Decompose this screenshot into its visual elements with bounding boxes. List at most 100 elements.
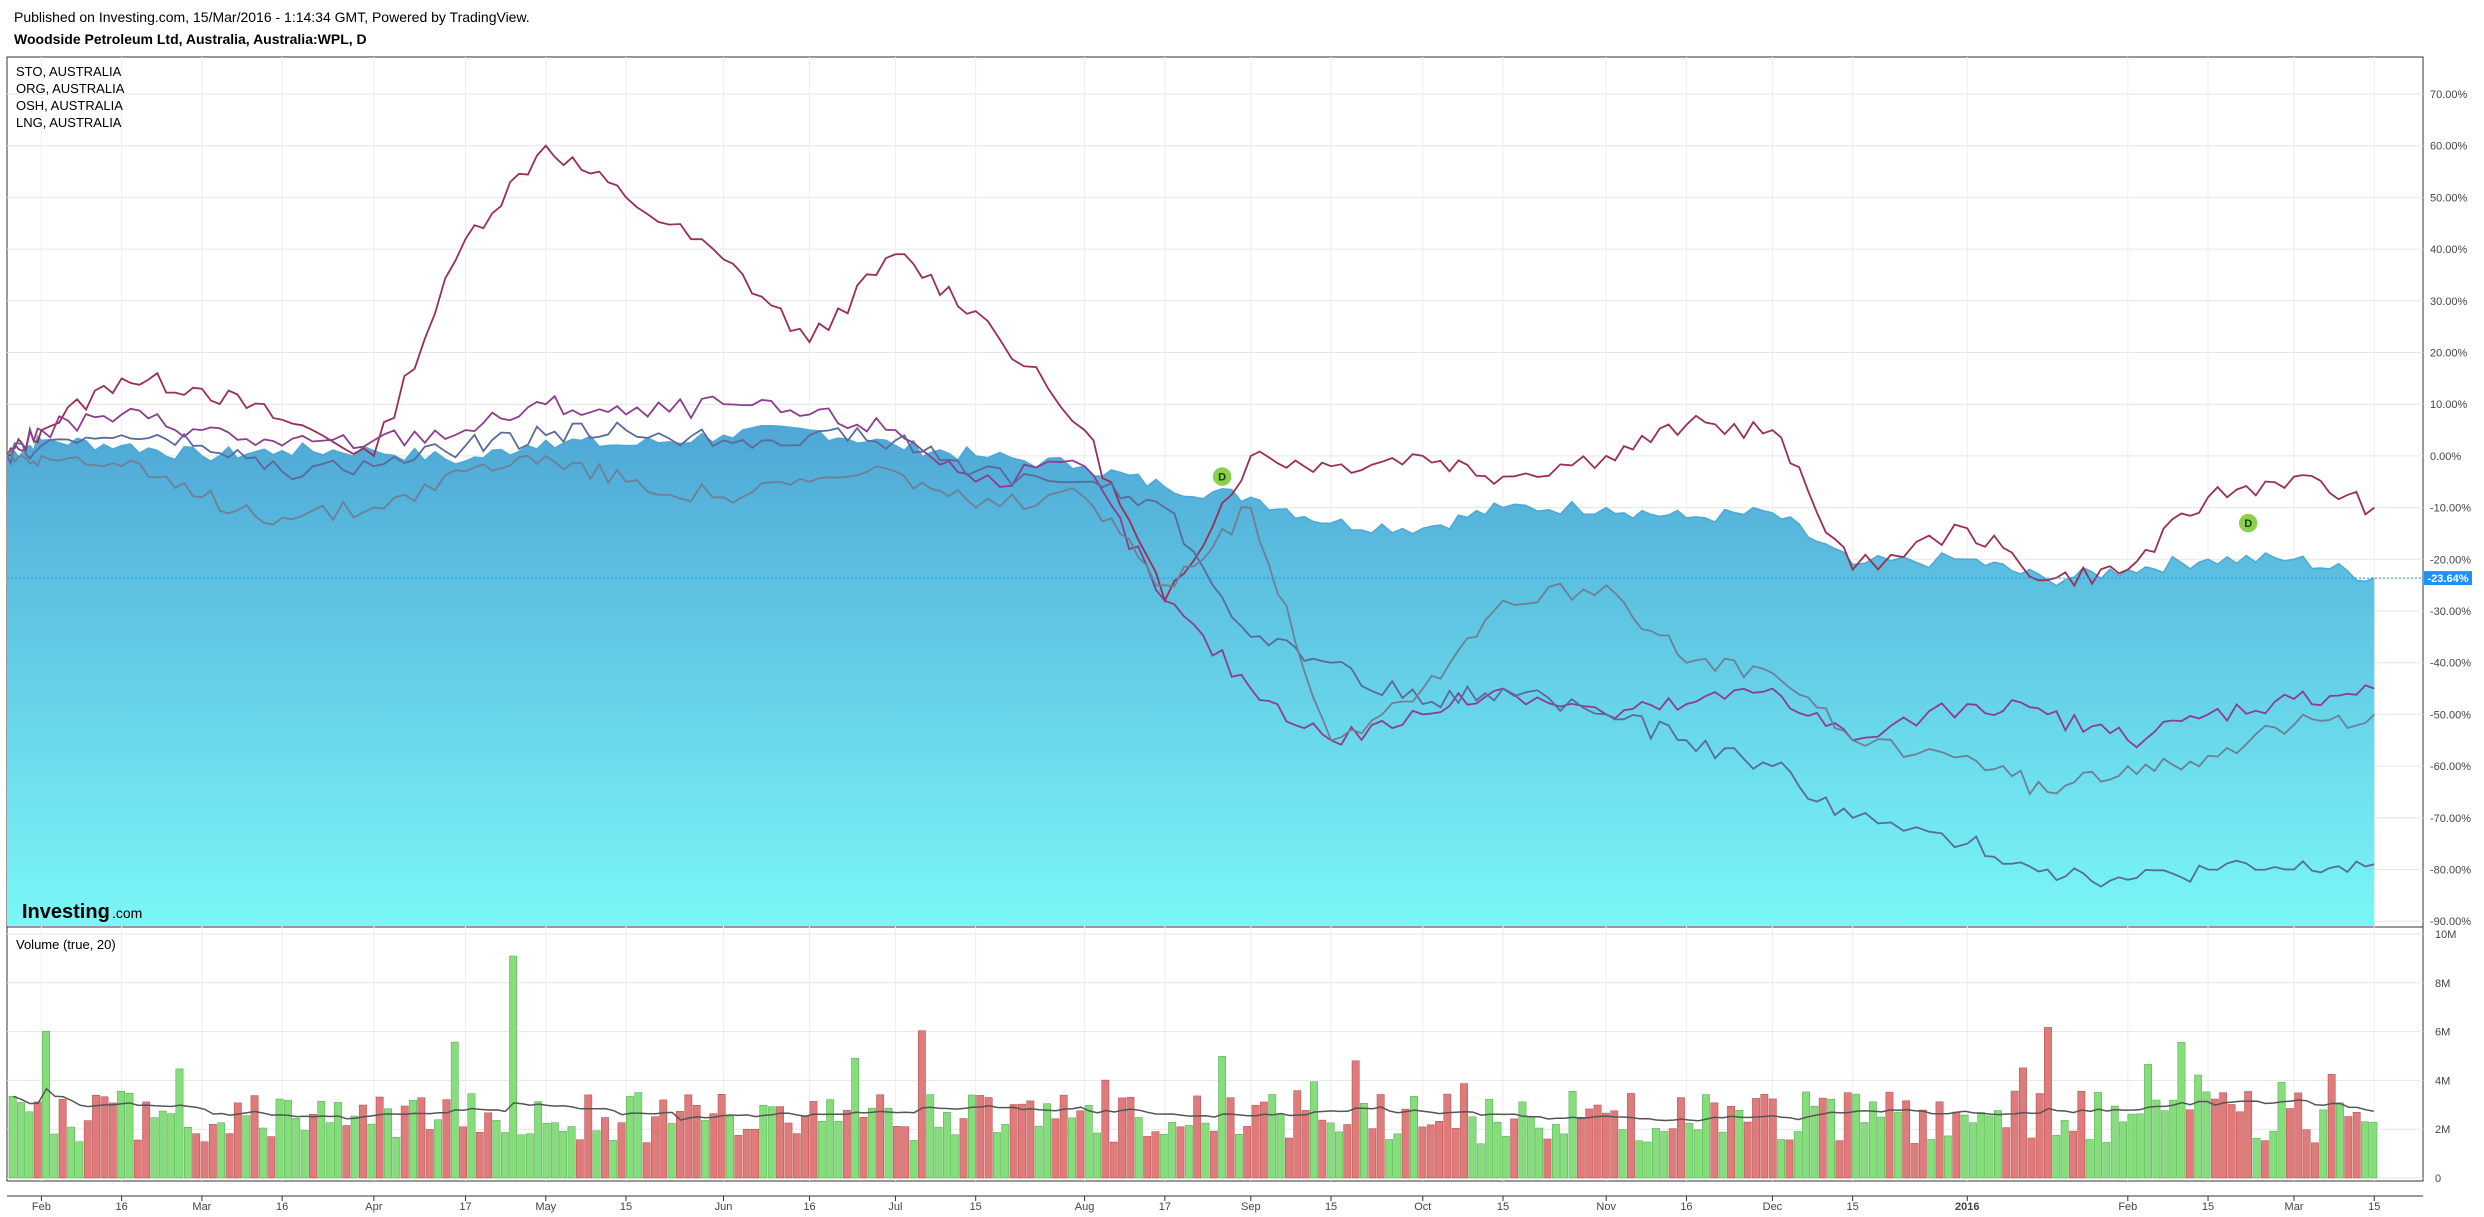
volume-bar — [1693, 1129, 1702, 1179]
volume-bar — [175, 1068, 184, 1179]
volume-bar — [1743, 1121, 1752, 1179]
series-area-wpl — [7, 425, 2375, 926]
volume-bar — [1326, 1122, 1335, 1179]
volume-bar — [217, 1122, 226, 1179]
volume-bar — [1827, 1098, 1836, 1179]
x-tick-label: Apr — [365, 1201, 382, 1213]
last-price-label: -23.64% — [7, 571, 2472, 586]
volume-bar — [1835, 1140, 1844, 1179]
volume-bar — [1234, 1134, 1243, 1179]
volume-bar — [359, 1104, 367, 1179]
volume-bar — [2327, 1074, 2336, 1179]
volume-bar — [1718, 1131, 1727, 1179]
volume-bar — [500, 1132, 509, 1179]
volume-bar — [1902, 1100, 1911, 1179]
legend: STO, AUSTRALIA ORG, AUSTRALIA OSH, AUSTR… — [16, 64, 125, 130]
volume-bar — [634, 1092, 643, 1179]
volume-bar — [1368, 1128, 1377, 1179]
volume-bar — [575, 1139, 584, 1179]
volume-bar — [534, 1101, 543, 1179]
volume-bar — [267, 1136, 276, 1179]
volume-bar — [2352, 1112, 2361, 1179]
x-tick-label: 17 — [1159, 1201, 1171, 1213]
volume-bar — [734, 1135, 743, 1179]
volume-bar — [1418, 1126, 1427, 1179]
volume-bar — [2169, 1099, 2178, 1179]
volume-bar — [659, 1099, 668, 1179]
volume-bar — [2152, 1099, 2161, 1179]
volume-bar — [67, 1126, 75, 1179]
volume-bar — [258, 1127, 267, 1179]
volume-bar — [759, 1105, 768, 1179]
volume-bar — [1852, 1093, 1861, 1179]
volume-bar — [158, 1110, 167, 1179]
volume-bar — [1301, 1110, 1310, 1179]
volume-bar — [1994, 1110, 2002, 1179]
volume-bar — [626, 1096, 634, 1179]
volume-bar — [1710, 1102, 1719, 1179]
volume-bar — [334, 1102, 342, 1179]
volume-bar — [192, 1133, 201, 1179]
volume-title: Volume (true, 20) — [16, 937, 116, 952]
investing-logo: Investing .com — [22, 901, 142, 923]
y-tick-label: 30.00% — [2430, 296, 2468, 308]
volume-bar — [2077, 1090, 2086, 1179]
volume-bar — [167, 1113, 176, 1179]
volume-bar — [2177, 1041, 2186, 1179]
volume-bar — [926, 1094, 935, 1179]
volume-bar — [651, 1116, 659, 1179]
volume-bar — [467, 1093, 476, 1179]
x-tick-label: 15 — [1325, 1201, 1337, 1213]
volume-bar — [1451, 1127, 1460, 1179]
volume-bar — [1159, 1134, 1168, 1179]
published-info: Published on Investing.com, 15/Mar/2016 … — [14, 9, 530, 25]
dividend-markers: DD — [1211, 465, 2259, 534]
volume-bar — [1226, 1097, 1235, 1179]
volume-bar — [2285, 1108, 2294, 1179]
volume-bar — [917, 1030, 926, 1179]
volume-bar — [1885, 1091, 1894, 1179]
volume-bar — [2244, 1091, 2253, 1179]
volume-bar — [1109, 1141, 1118, 1179]
volume-bar — [1093, 1132, 1101, 1179]
logo-suffix: .com — [112, 905, 142, 921]
volume-bar — [100, 1096, 109, 1179]
volume-bar — [17, 1102, 25, 1179]
dividend-marker[interactable]: D — [1211, 465, 1233, 488]
volume-bar — [817, 1121, 826, 1179]
volume-bar — [1143, 1136, 1152, 1179]
volume-bar — [2336, 1102, 2344, 1179]
volume-tick-label: 0 — [2435, 1173, 2441, 1185]
volume-bar — [842, 1109, 851, 1179]
volume-bar — [692, 1105, 701, 1179]
volume-bar — [1084, 1105, 1093, 1179]
volume-bar — [1209, 1130, 1218, 1179]
volume-bar — [417, 1097, 426, 1179]
volume-bar — [2302, 1129, 2311, 1179]
x-tick-label: 17 — [459, 1201, 471, 1213]
series-line-wpl — [6, 424, 2375, 587]
volume-bar — [525, 1133, 534, 1179]
volume-bar — [1034, 1125, 1043, 1179]
volume-bar — [542, 1123, 551, 1179]
dividend-marker[interactable]: D — [2237, 512, 2259, 534]
volume-bar — [1401, 1108, 1410, 1179]
volume-bar — [434, 1119, 442, 1179]
y-tick-label: 60.00% — [2430, 141, 2468, 153]
volume-bar — [742, 1128, 751, 1179]
x-tick-label: 16 — [1680, 1201, 1692, 1213]
volume-bar — [2269, 1130, 2278, 1179]
volume-bar — [83, 1120, 92, 1179]
volume-bar — [1802, 1091, 1810, 1179]
volume-bar — [367, 1123, 376, 1179]
volume-bar — [2369, 1121, 2378, 1179]
volume-bar — [1101, 1079, 1110, 1179]
volume-bar — [609, 1139, 618, 1179]
x-tick-label: Dec — [1763, 1201, 1783, 1213]
volume-bar — [1668, 1128, 1677, 1179]
volume-bar — [1518, 1101, 1527, 1179]
volume-bar — [1218, 1056, 1227, 1179]
volume-bar — [1059, 1094, 1068, 1179]
volume-bar — [1360, 1103, 1368, 1179]
